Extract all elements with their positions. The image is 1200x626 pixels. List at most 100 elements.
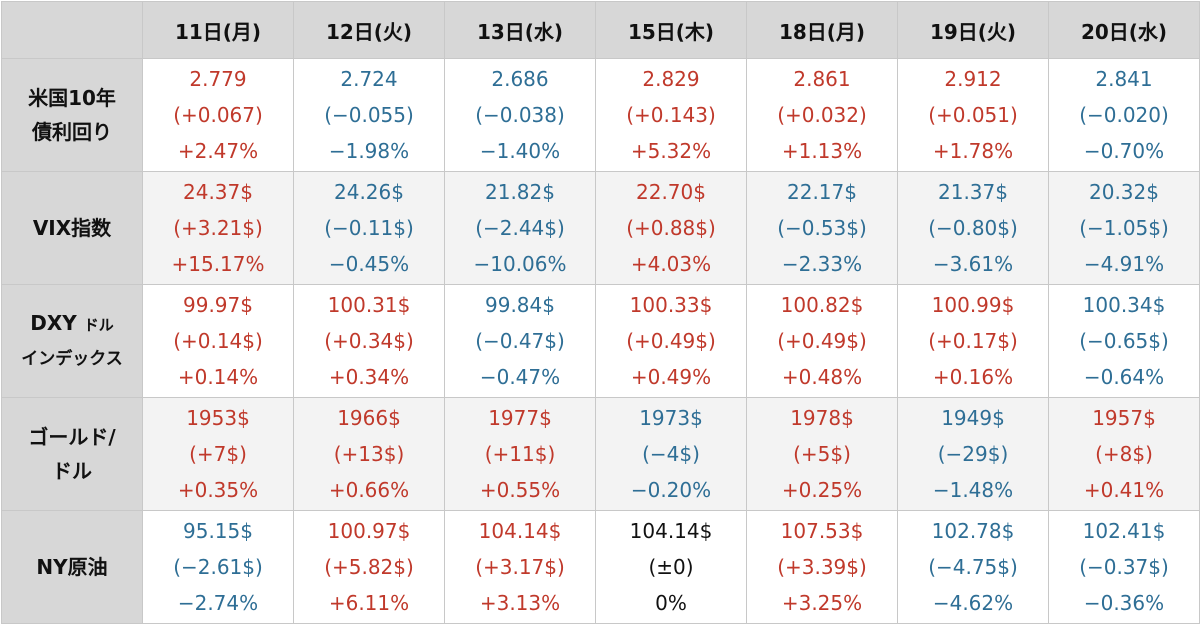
cell-pct: +0.49% — [596, 359, 746, 395]
day-header: 12日(火) — [294, 2, 445, 59]
cell-change: (+11$) — [445, 436, 595, 472]
row-label-part: DXY — [30, 311, 77, 335]
cell-pct: −0.64% — [1049, 359, 1199, 395]
cell-change: (+0.143) — [596, 97, 746, 133]
cell-change: (+0.14$) — [143, 323, 293, 359]
cell-change: (+0.17$) — [898, 323, 1048, 359]
cell-change: (+7$) — [143, 436, 293, 472]
data-cell: 102.78$(−4.75$)−4.62% — [898, 511, 1049, 624]
cell-change: (−4.75$) — [898, 549, 1048, 585]
day-header: 20日(水) — [1049, 2, 1200, 59]
data-cell: 22.17$(−0.53$)−2.33% — [747, 172, 898, 285]
cell-pct: −1.40% — [445, 133, 595, 169]
data-cell: 1957$(+8$)+0.41% — [1049, 398, 1200, 511]
cell-pct: −0.47% — [445, 359, 595, 395]
cell-value: 2.686 — [445, 61, 595, 97]
cell-value: 22.70$ — [596, 174, 746, 210]
data-cell: 24.37$(+3.21$)+15.17% — [143, 172, 294, 285]
cell-pct: +0.48% — [747, 359, 897, 395]
row-label-line: NY原油 — [2, 550, 142, 584]
cell-pct: +0.14% — [143, 359, 293, 395]
row-label-line: DXY ドル — [2, 306, 142, 342]
data-cell: 104.14$(+3.17$)+3.13% — [445, 511, 596, 624]
cell-change: (−0.47$) — [445, 323, 595, 359]
cell-change: (+0.49$) — [596, 323, 746, 359]
row-label-part: ドル — [84, 316, 114, 334]
row-label-line: 債利回り — [2, 115, 142, 149]
cell-pct: +15.17% — [143, 246, 293, 282]
cell-change: (+5$) — [747, 436, 897, 472]
data-cell: 100.82$(+0.49$)+0.48% — [747, 285, 898, 398]
data-cell: 1978$(+5$)+0.25% — [747, 398, 898, 511]
cell-pct: +4.03% — [596, 246, 746, 282]
cell-value: 1966$ — [294, 400, 444, 436]
data-cell: 102.41$(−0.37$)−0.36% — [1049, 511, 1200, 624]
row-label-line: ゴールド/ — [2, 420, 142, 454]
cell-value: 1957$ — [1049, 400, 1199, 436]
cell-change: (+0.88$) — [596, 210, 746, 246]
cell-change: (−0.11$) — [294, 210, 444, 246]
table-row: 米国10年債利回り2.779(+0.067)+2.47%2.724(−0.055… — [2, 59, 1200, 172]
cell-value: 107.53$ — [747, 513, 897, 549]
row-label-line: 米国10年 — [2, 81, 142, 115]
cell-value: 2.829 — [596, 61, 746, 97]
cell-change: (−0.53$) — [747, 210, 897, 246]
table-body: 米国10年債利回り2.779(+0.067)+2.47%2.724(−0.055… — [2, 59, 1200, 624]
cell-value: 2.724 — [294, 61, 444, 97]
cell-pct: −2.74% — [143, 585, 293, 621]
cell-value: 2.861 — [747, 61, 897, 97]
cell-pct: +0.16% — [898, 359, 1048, 395]
cell-value: 99.84$ — [445, 287, 595, 323]
table-row: ゴールド/ドル1953$(+7$)+0.35%1966$(+13$)+0.66%… — [2, 398, 1200, 511]
data-cell: 2.724(−0.055)−1.98% — [294, 59, 445, 172]
data-cell: 2.686(−0.038)−1.40% — [445, 59, 596, 172]
cell-pct: +1.13% — [747, 133, 897, 169]
cell-pct: −1.48% — [898, 472, 1048, 508]
cell-pct: +0.55% — [445, 472, 595, 508]
cell-value: 100.82$ — [747, 287, 897, 323]
cell-value: 104.14$ — [445, 513, 595, 549]
data-cell: 1949$(−29$)−1.48% — [898, 398, 1049, 511]
data-cell: 104.14$(±0)0% — [596, 511, 747, 624]
cell-pct: −0.45% — [294, 246, 444, 282]
cell-pct: +5.32% — [596, 133, 746, 169]
cell-value: 100.33$ — [596, 287, 746, 323]
data-cell: 21.82$(−2.44$)−10.06% — [445, 172, 596, 285]
day-header: 19日(火) — [898, 2, 1049, 59]
cell-pct: +2.47% — [143, 133, 293, 169]
cell-pct: +0.35% — [143, 472, 293, 508]
cell-change: (−0.80$) — [898, 210, 1048, 246]
row-label: ゴールド/ドル — [2, 398, 143, 511]
day-header: 18日(月) — [747, 2, 898, 59]
data-cell: 1953$(+7$)+0.35% — [143, 398, 294, 511]
data-cell: 21.37$(−0.80$)−3.61% — [898, 172, 1049, 285]
data-cell: 1977$(+11$)+0.55% — [445, 398, 596, 511]
cell-change: (−0.020) — [1049, 97, 1199, 133]
cell-value: 20.32$ — [1049, 174, 1199, 210]
cell-pct: −1.98% — [294, 133, 444, 169]
cell-pct: −2.33% — [747, 246, 897, 282]
cell-value: 24.37$ — [143, 174, 293, 210]
data-cell: 2.912(+0.051)+1.78% — [898, 59, 1049, 172]
cell-change: (−2.61$) — [143, 549, 293, 585]
cell-pct: +0.25% — [747, 472, 897, 508]
cell-pct: −3.61% — [898, 246, 1048, 282]
cell-pct: −0.36% — [1049, 585, 1199, 621]
data-cell: 2.829(+0.143)+5.32% — [596, 59, 747, 172]
cell-value: 24.26$ — [294, 174, 444, 210]
cell-change: (+8$) — [1049, 436, 1199, 472]
data-cell: 107.53$(+3.39$)+3.25% — [747, 511, 898, 624]
cell-change: (−0.055) — [294, 97, 444, 133]
cell-value: 1949$ — [898, 400, 1048, 436]
row-label-line: インデックス — [2, 342, 142, 376]
cell-pct: +0.66% — [294, 472, 444, 508]
cell-value: 21.37$ — [898, 174, 1048, 210]
cell-value: 1953$ — [143, 400, 293, 436]
cell-pct: +0.34% — [294, 359, 444, 395]
corner-cell — [2, 2, 143, 59]
cell-value: 100.34$ — [1049, 287, 1199, 323]
row-label-line: ドル — [2, 454, 142, 488]
cell-pct: −0.20% — [596, 472, 746, 508]
row-label: VIX指数 — [2, 172, 143, 285]
